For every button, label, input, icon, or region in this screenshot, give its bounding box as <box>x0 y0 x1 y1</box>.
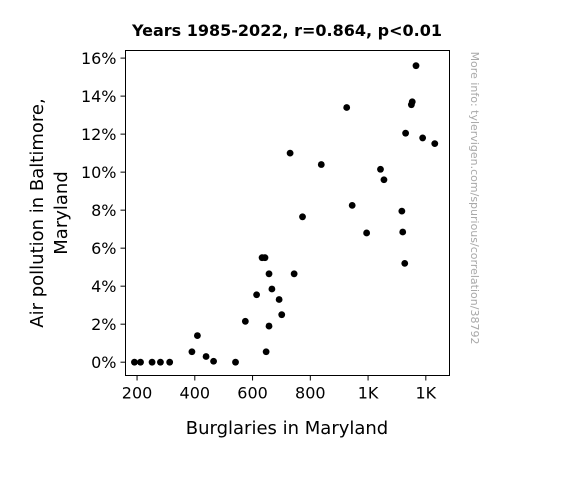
x-axis-label: Burglaries in Maryland <box>186 418 388 439</box>
y-tick-label: 16% <box>81 49 117 68</box>
y-tick-label: 4% <box>91 277 116 296</box>
data-point <box>275 296 283 303</box>
data-point <box>262 348 270 356</box>
data-point <box>286 149 294 157</box>
data-point <box>210 357 217 365</box>
data-point <box>253 291 261 299</box>
data-point <box>194 332 201 339</box>
y-axis-label: Air pollution in Baltimore, Maryland <box>27 98 72 327</box>
data-point <box>241 317 249 325</box>
y-tick-label: 2% <box>91 315 116 334</box>
data-point <box>299 213 306 221</box>
data-point <box>343 104 351 111</box>
axis-ticks: 200 400 600 800 1K 1K 0% 2% 4% 6% 8% 10% 12% 14% 16% <box>81 49 437 402</box>
data-point <box>399 228 407 236</box>
data-point <box>157 358 164 366</box>
x-tick-label: 1K <box>358 384 379 403</box>
x-tick-label: 1K <box>415 384 436 403</box>
chart-title: Years 1985-2022, r=0.864, p<0.01 <box>131 21 442 40</box>
data-point <box>380 176 388 184</box>
data-point <box>278 311 286 319</box>
y-axis-label-line-2: Maryland <box>51 171 72 254</box>
y-tick-label: 6% <box>91 239 116 258</box>
data-point <box>377 165 384 173</box>
data-point <box>419 134 427 142</box>
x-tick-label: 200 <box>122 384 153 403</box>
data-point <box>317 161 325 168</box>
data-point <box>290 270 298 278</box>
data-point <box>401 259 409 267</box>
data-point <box>348 201 356 209</box>
y-tick-label: 14% <box>81 87 117 106</box>
data-point <box>412 62 420 70</box>
data-point <box>137 358 144 366</box>
x-tick-label: 800 <box>295 384 326 403</box>
data-points <box>131 62 439 366</box>
x-tick-label: 400 <box>180 384 211 403</box>
data-point <box>268 285 276 293</box>
plot-frame <box>125 50 450 376</box>
data-point <box>202 353 210 360</box>
data-point <box>402 129 410 137</box>
data-point <box>363 229 371 237</box>
data-point <box>148 358 156 366</box>
data-point <box>232 358 239 366</box>
data-point <box>166 358 174 366</box>
data-point <box>408 98 416 106</box>
data-point <box>265 322 273 330</box>
data-point <box>261 254 269 262</box>
data-point <box>431 140 439 148</box>
y-tick-label: 8% <box>91 201 116 220</box>
y-tick-label: 10% <box>81 163 117 182</box>
watermark-text: More info: tylervigen.com/spurious/corre… <box>468 52 481 345</box>
x-tick-label: 600 <box>237 384 268 403</box>
y-axis-label-line-1: Air pollution in Baltimore, <box>27 98 48 327</box>
data-point <box>131 358 138 366</box>
data-point <box>188 348 196 356</box>
data-point <box>398 207 406 215</box>
y-tick-label: 0% <box>91 353 116 372</box>
data-point <box>265 270 273 278</box>
y-tick-label: 12% <box>81 125 117 144</box>
